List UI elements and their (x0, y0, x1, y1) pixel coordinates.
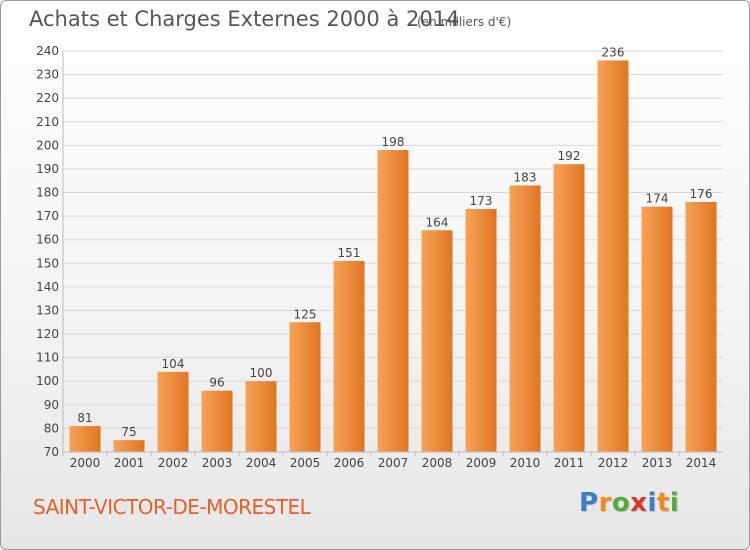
bar (509, 185, 541, 452)
bar (377, 150, 409, 452)
logo-letter: r (598, 488, 612, 518)
bar (157, 371, 189, 452)
data-label: 198 (382, 135, 405, 149)
data-label: 173 (470, 194, 493, 208)
proxiti-logo: Proxiti (579, 488, 679, 518)
y-tick-label: 170 (36, 209, 59, 223)
y-tick-label: 130 (36, 303, 59, 317)
bar (69, 426, 101, 452)
logo-letter: t (656, 488, 670, 518)
bar (421, 230, 453, 452)
data-label: 104 (162, 357, 185, 371)
chart-title: Achats et Charges Externes 2000 à 2014 (29, 7, 460, 31)
y-tick-label: 140 (36, 280, 59, 294)
bar (289, 322, 321, 452)
x-tick-label: 2003 (202, 456, 233, 470)
data-label: 96 (209, 376, 224, 390)
data-label: 151 (338, 246, 361, 260)
logo-letter: o (611, 488, 631, 518)
bar (597, 60, 629, 452)
data-label: 192 (558, 149, 581, 163)
data-label: 183 (514, 170, 537, 184)
bar (113, 440, 145, 452)
x-tick-label: 2012 (598, 456, 629, 470)
data-label: 174 (646, 192, 669, 206)
x-tick-label: 2008 (422, 456, 453, 470)
y-tick-label: 150 (36, 256, 59, 270)
y-tick-label: 120 (36, 327, 59, 341)
x-tick-label: 2013 (642, 456, 673, 470)
y-tick-label: 180 (36, 186, 59, 200)
data-label: 176 (690, 187, 713, 201)
x-tick-label: 2001 (114, 456, 145, 470)
y-tick-label: 160 (36, 233, 59, 247)
y-tick-label: 190 (36, 162, 59, 176)
y-tick-label: 70 (44, 445, 59, 459)
y-tick-label: 240 (36, 44, 59, 58)
x-tick-label: 2011 (554, 456, 585, 470)
bar (201, 390, 233, 452)
x-tick-label: 2009 (466, 456, 497, 470)
x-tick-label: 2007 (378, 456, 409, 470)
data-label: 100 (250, 366, 273, 380)
y-tick-label: 80 (44, 421, 59, 435)
x-tick-label: 2006 (334, 456, 365, 470)
y-tick-label: 210 (36, 115, 59, 129)
bar (685, 201, 717, 452)
x-tick-label: 2010 (510, 456, 541, 470)
data-label: 236 (602, 45, 625, 59)
data-label: 75 (121, 425, 136, 439)
logo-letter: P (579, 488, 599, 518)
x-tick-label: 2000 (70, 456, 101, 470)
y-tick-label: 200 (36, 138, 59, 152)
y-tick-label: 230 (36, 68, 59, 82)
x-tick-label: 2002 (158, 456, 189, 470)
y-tick-label: 220 (36, 91, 59, 105)
bar (333, 260, 365, 452)
logo-letter: i (669, 488, 680, 518)
chart-unit-note: (en milliers d'€) (417, 15, 512, 29)
bar (465, 209, 497, 452)
x-tick-label: 2004 (246, 456, 277, 470)
bar (553, 164, 585, 453)
y-tick-label: 100 (36, 374, 59, 388)
data-label: 81 (77, 411, 92, 425)
place-name: SAINT-VICTOR-DE-MORESTEL (33, 495, 311, 519)
logo-letter: i (647, 488, 657, 518)
x-tick-label: 2014 (686, 456, 717, 470)
y-tick-label: 90 (44, 398, 59, 412)
bar (245, 381, 277, 452)
data-label: 125 (294, 307, 317, 321)
y-tick-label: 110 (36, 351, 59, 365)
x-tick-label: 2005 (290, 456, 321, 470)
bar (641, 206, 673, 452)
data-label: 164 (426, 215, 449, 229)
logo-letter: x (630, 488, 648, 518)
